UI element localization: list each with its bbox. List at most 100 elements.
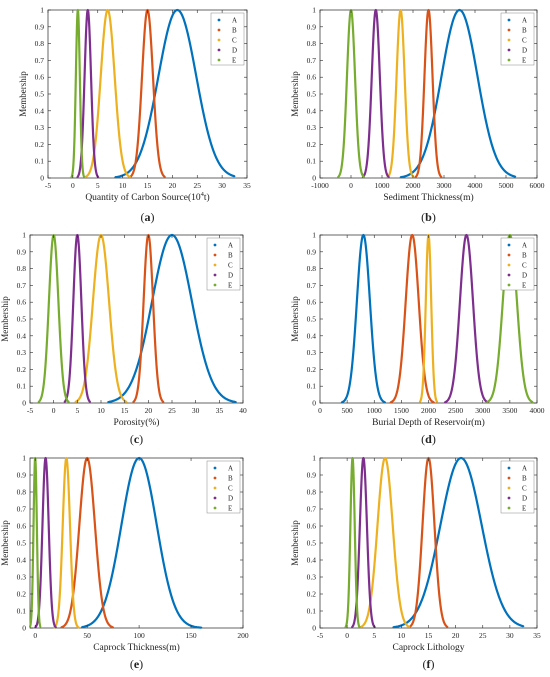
y-tick-label: 0.7 [307, 281, 317, 290]
series-point [446, 626, 449, 628]
series-point [358, 626, 361, 629]
series-point [161, 172, 163, 174]
series-point [404, 175, 407, 178]
series-point [344, 398, 347, 401]
x-tick-label: 3000 [475, 406, 490, 415]
series-point [389, 401, 392, 404]
legend-marker-e [507, 506, 511, 510]
x-tick-label: 10 [97, 406, 105, 415]
x-tick-label: 35 [243, 181, 251, 190]
chart-panel-c: -5 0 5 10 15 20 25 30 35 4000.10.20.30.40.50.60.7… [0, 231, 247, 447]
series-point [342, 400, 345, 403]
x-tick-label: 15 [425, 631, 433, 640]
series-point [414, 176, 417, 178]
x-tick-label: 30 [192, 406, 200, 415]
series-point [87, 397, 89, 399]
series-point [416, 172, 419, 175]
series-points-e [344, 622, 361, 629]
panel-caption: (b) [421, 210, 436, 224]
x-tick-label: -5 [317, 631, 323, 640]
panel-caption: (a) [141, 210, 155, 224]
y-tick-label: 0.8 [307, 264, 317, 273]
y-tick-label: 0.3 [35, 123, 45, 132]
series-point [527, 397, 530, 400]
series-point [164, 176, 166, 178]
legend-marker-b [213, 476, 217, 480]
x-tick-label: 0 [345, 631, 349, 640]
legend-label: E [522, 57, 526, 65]
series-point [388, 172, 391, 175]
series-point [404, 622, 407, 625]
y-tick-label: 0.8 [307, 39, 317, 48]
x-tick-label: 20 [452, 631, 460, 640]
legend-label: C [228, 485, 233, 493]
y-axis-label: Membership [290, 520, 300, 566]
series-point [112, 626, 115, 629]
series-point [397, 625, 400, 628]
series-point [419, 399, 422, 402]
series-point [185, 622, 188, 625]
y-tick-label: 0.9 [17, 247, 27, 256]
series-points-d [63, 397, 92, 403]
chart-panel-d: 0 500 1000 1500 2000 2500 3000 3500 4000 0 0.1 0.2 0… [290, 231, 545, 447]
series-point [53, 623, 56, 626]
series-points-e [337, 172, 365, 178]
x-tick-label: 4000 [530, 406, 545, 415]
series-point [162, 174, 165, 177]
series-point [77, 175, 80, 177]
series-point [385, 172, 388, 175]
series-line-d [443, 233, 489, 404]
y-tick-label: 0.2 [307, 365, 317, 374]
panel-caption: (f) [423, 657, 435, 671]
series-point [161, 399, 164, 402]
y-axis-label: Membership [0, 520, 10, 566]
series-point [431, 400, 434, 403]
series-line-a [81, 456, 202, 629]
x-tick-label: 15 [144, 181, 152, 190]
y-tick-label: 0.3 [17, 573, 27, 582]
series-point [517, 623, 519, 626]
legend-marker-a [213, 243, 217, 247]
series-point [436, 401, 439, 403]
legend-label: B [522, 475, 527, 483]
legend-label: B [232, 27, 237, 35]
y-tick-label: 0.8 [17, 488, 27, 497]
series-point [78, 172, 80, 175]
series-point [78, 397, 81, 399]
series-point [386, 175, 389, 177]
series-point [363, 176, 365, 178]
y-tick-label: 0.7 [307, 505, 317, 514]
legend-marker-d [507, 496, 511, 500]
series-point [488, 400, 490, 402]
series-point [360, 172, 363, 175]
series-point [447, 398, 450, 401]
series-point [439, 175, 442, 177]
y-tick-label: 0.9 [17, 471, 27, 480]
series-points-e [70, 172, 86, 179]
series-points-c [53, 620, 80, 629]
x-tick-label: 30 [218, 181, 226, 190]
y-tick-label: 0.3 [17, 348, 27, 357]
x-tick-label: 20 [145, 406, 153, 415]
series-point [81, 626, 83, 628]
series-line-b [389, 233, 435, 404]
series-line-d [76, 8, 100, 179]
y-tick-label: 0.6 [307, 298, 317, 307]
legend-marker-b [507, 253, 511, 257]
series-point [117, 397, 120, 400]
x-tick-label: 1500 [394, 406, 409, 415]
legend-marker-c [507, 486, 511, 490]
series-point [229, 399, 232, 402]
series-points-c [418, 397, 439, 403]
series-points-b [129, 172, 166, 178]
y-tick-label: 0.6 [307, 73, 317, 82]
series-point [71, 172, 74, 175]
series-point [38, 621, 41, 624]
series-point [445, 400, 448, 403]
series-point [160, 397, 162, 400]
y-tick-label: 0 [22, 399, 26, 408]
legend-marker-e [213, 283, 217, 287]
legend-label: A [228, 465, 233, 473]
series-point [95, 172, 98, 175]
